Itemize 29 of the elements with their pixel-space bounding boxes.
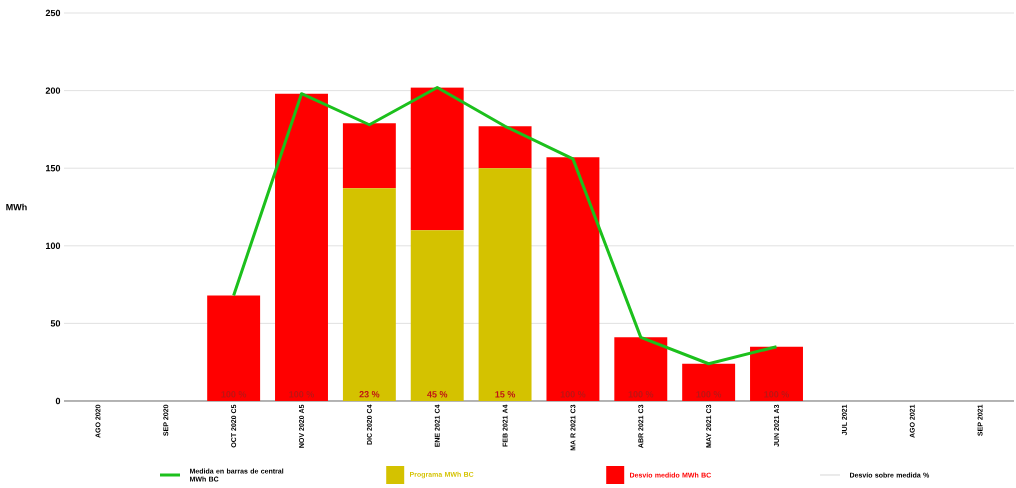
bar <box>410 230 464 401</box>
bar <box>682 363 736 401</box>
bar <box>478 126 532 169</box>
y-tick-label: 150 <box>46 165 61 172</box>
bar <box>342 188 396 401</box>
bar <box>478 168 532 401</box>
y-tick-label: 250 <box>45 9 61 17</box>
bar <box>275 93 328 401</box>
bar <box>614 337 668 401</box>
line-series <box>232 85 779 366</box>
bar <box>750 346 803 401</box>
y-tick-label: 200 <box>45 87 61 94</box>
y-tick-label: 50 <box>50 320 61 327</box>
y-tick-label: 100 <box>46 242 61 249</box>
y-tick-label: 0 <box>55 397 61 405</box>
bar <box>342 123 396 189</box>
bar <box>207 295 261 401</box>
y-axis-title: MWh <box>6 203 27 211</box>
bar <box>410 87 464 231</box>
text: 100 % <box>764 391 790 398</box>
text: 100 % <box>628 391 654 398</box>
text: 45 % <box>427 391 448 398</box>
text: 100 % <box>560 391 586 398</box>
text: 15 % <box>495 391 516 398</box>
text: 100 % <box>696 391 722 398</box>
text: 100 % <box>221 391 247 398</box>
text: 23 % <box>359 391 380 398</box>
bar <box>546 157 600 401</box>
text: 100 % <box>289 391 315 398</box>
